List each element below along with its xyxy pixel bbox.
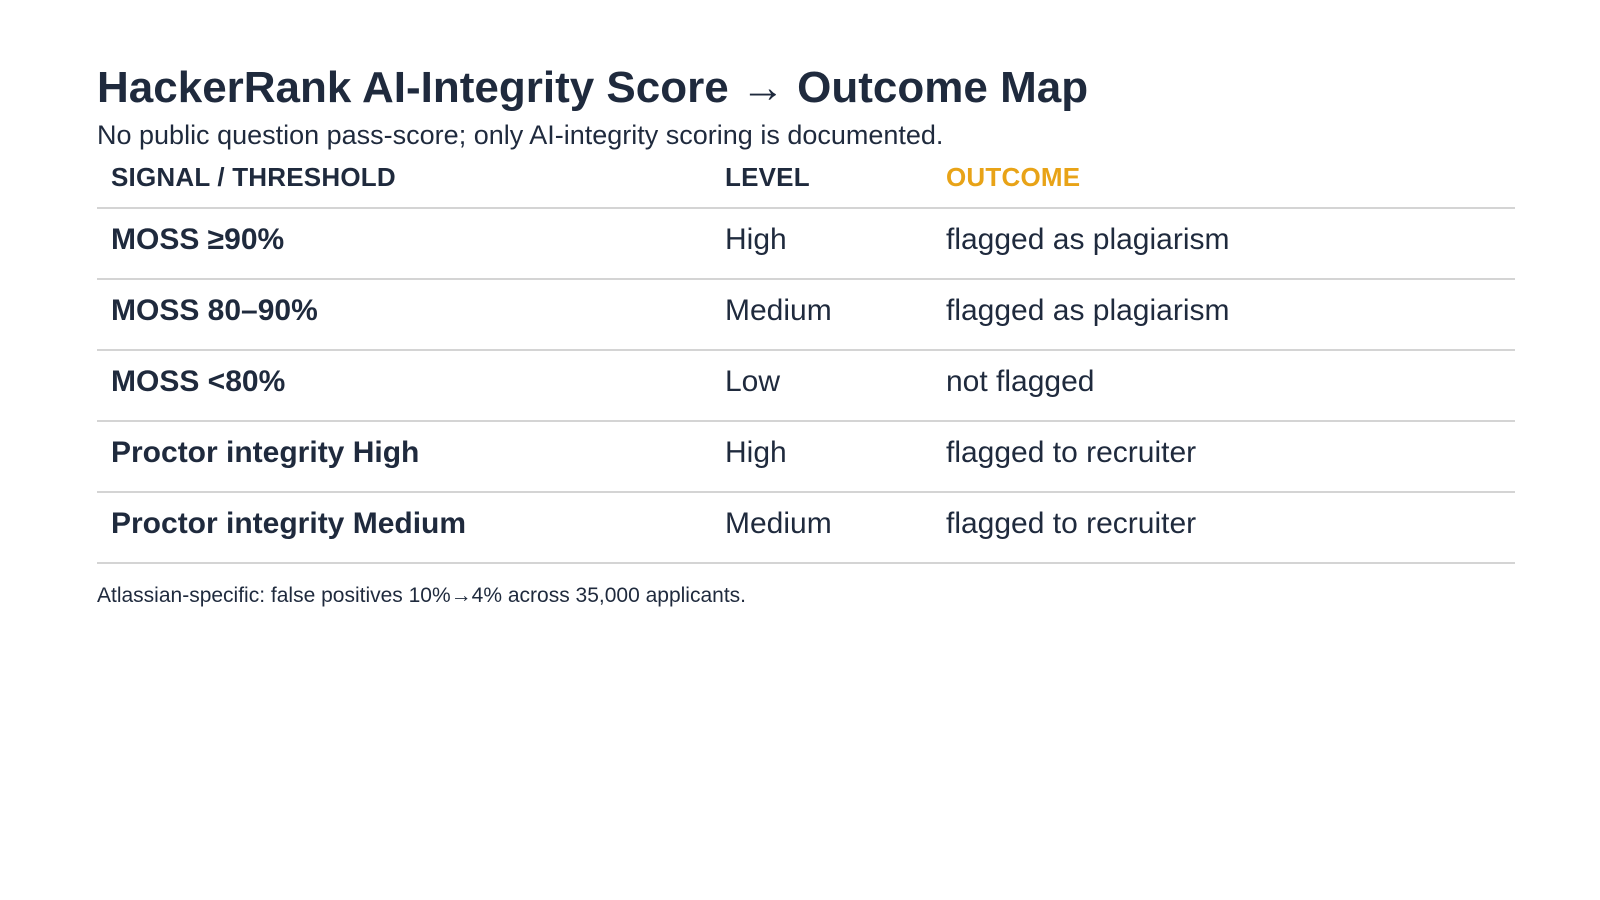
level-cell: Medium (725, 507, 832, 540)
outcome-cell: not flagged (946, 365, 1095, 398)
page-title: HackerRank AI-Integrity Score → Outcome … (97, 63, 1089, 112)
table-row: Proctor integrity High High flagged to r… (97, 422, 1515, 493)
table-row: Proctor integrity Medium Medium flagged … (97, 493, 1515, 564)
outcome-cell: flagged to recruiter (946, 507, 1197, 540)
header-signal-threshold: SIGNAL / THRESHOLD (111, 162, 396, 192)
signal-cell: Proctor integrity Medium (111, 507, 467, 540)
level-cell: Medium (725, 294, 832, 327)
level-cell: High (725, 223, 787, 256)
signal-cell: MOSS <80% (111, 365, 286, 398)
table-row: MOSS <80% Low not flagged (97, 351, 1515, 422)
level-cell: High (725, 436, 787, 469)
outcome-cell: flagged as plagiarism (946, 223, 1230, 256)
outcome-table: SIGNAL / THRESHOLD LEVEL OUTCOME MOSS ≥9… (97, 157, 1515, 564)
table-row: MOSS ≥90% High flagged as plagiarism (97, 209, 1515, 280)
signal-cell: MOSS ≥90% (111, 223, 285, 256)
header-outcome: OUTCOME (946, 162, 1081, 192)
signal-cell: Proctor integrity High (111, 436, 420, 469)
table-header-row: SIGNAL / THRESHOLD LEVEL OUTCOME (97, 157, 1515, 209)
level-cell: Low (725, 365, 781, 398)
outcome-cell: flagged as plagiarism (946, 294, 1230, 327)
signal-cell: MOSS 80–90% (111, 294, 318, 327)
footnote: Atlassian-specific: false positives 10%→… (97, 584, 746, 607)
table-row: MOSS 80–90% Medium flagged as plagiarism (97, 280, 1515, 351)
header-level: LEVEL (725, 162, 810, 192)
outcome-cell: flagged to recruiter (946, 436, 1197, 469)
page-subtitle: No public question pass-score; only AI-i… (97, 120, 944, 150)
